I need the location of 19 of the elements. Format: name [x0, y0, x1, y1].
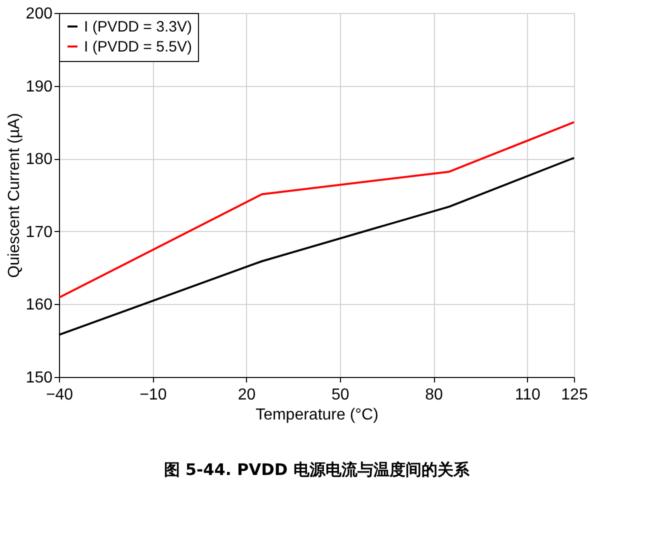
y-tick-label: 170	[26, 224, 53, 241]
y-tick-label: 180	[26, 151, 53, 168]
x-tick-label: 80	[425, 386, 444, 404]
x-tick-label: 20	[238, 386, 256, 404]
x-tick-label: −10	[140, 386, 167, 404]
x-axis-title: Temperature (°C)	[256, 406, 378, 424]
line-series	[58, 121, 575, 299]
x-tick-label: 110	[514, 386, 541, 404]
y-tick-label: 200	[26, 6, 53, 22]
text: 图 5-44. PVDD 电源电流与温度间的关系	[164, 460, 470, 479]
legend-label: I (PVDD = 5.5V)	[84, 38, 192, 56]
x-tick-label: 50	[332, 386, 350, 404]
x-tick-label: −40	[46, 386, 74, 404]
x-tick-label: 125	[561, 386, 588, 404]
y-tick-label: 190	[26, 78, 53, 96]
y-tick-label: 160	[26, 296, 53, 314]
y-axis-title: Quiescent Current (µA)	[6, 113, 23, 278]
legend-label: I (PVDD = 3.3V)	[84, 18, 192, 36]
y-tick-label: 150	[26, 370, 53, 386]
